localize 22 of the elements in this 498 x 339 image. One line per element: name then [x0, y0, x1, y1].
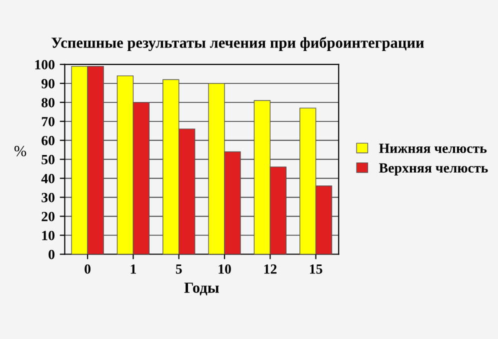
x-tick-label: 5 [176, 264, 182, 274]
y-tick-label: 0 [48, 250, 54, 260]
y-tick-label: 100 [35, 60, 54, 70]
y-tick-label: 40 [41, 174, 54, 184]
x-tick-label: 1 [130, 264, 136, 274]
legend-label: Верхняя челюсть [379, 163, 488, 176]
x-tick-label: 0 [84, 264, 91, 274]
y-tick-label: 50 [42, 154, 54, 164]
legend-label: Нижняя челюсть [379, 144, 487, 154]
y-tick-label: 20 [42, 212, 54, 222]
y-tick-label: 30 [42, 192, 54, 202]
y-tick-label: 70 [42, 116, 54, 126]
y-axis-title: % [14, 146, 26, 156]
x-tick-label: 12 [264, 264, 277, 274]
y-tick-label: 10 [42, 230, 54, 240]
y-tick-label: 90 [42, 78, 54, 88]
x-tick-label: 15 [310, 264, 322, 274]
y-tick-label: 60 [42, 136, 54, 146]
x-tick-label: 10 [218, 264, 231, 274]
y-tick-label: 80 [42, 98, 54, 108]
chart-title: Успешные результаты лечения при фиброинтеграции [51, 36, 424, 52]
x-axis-title: Годы [184, 282, 219, 296]
